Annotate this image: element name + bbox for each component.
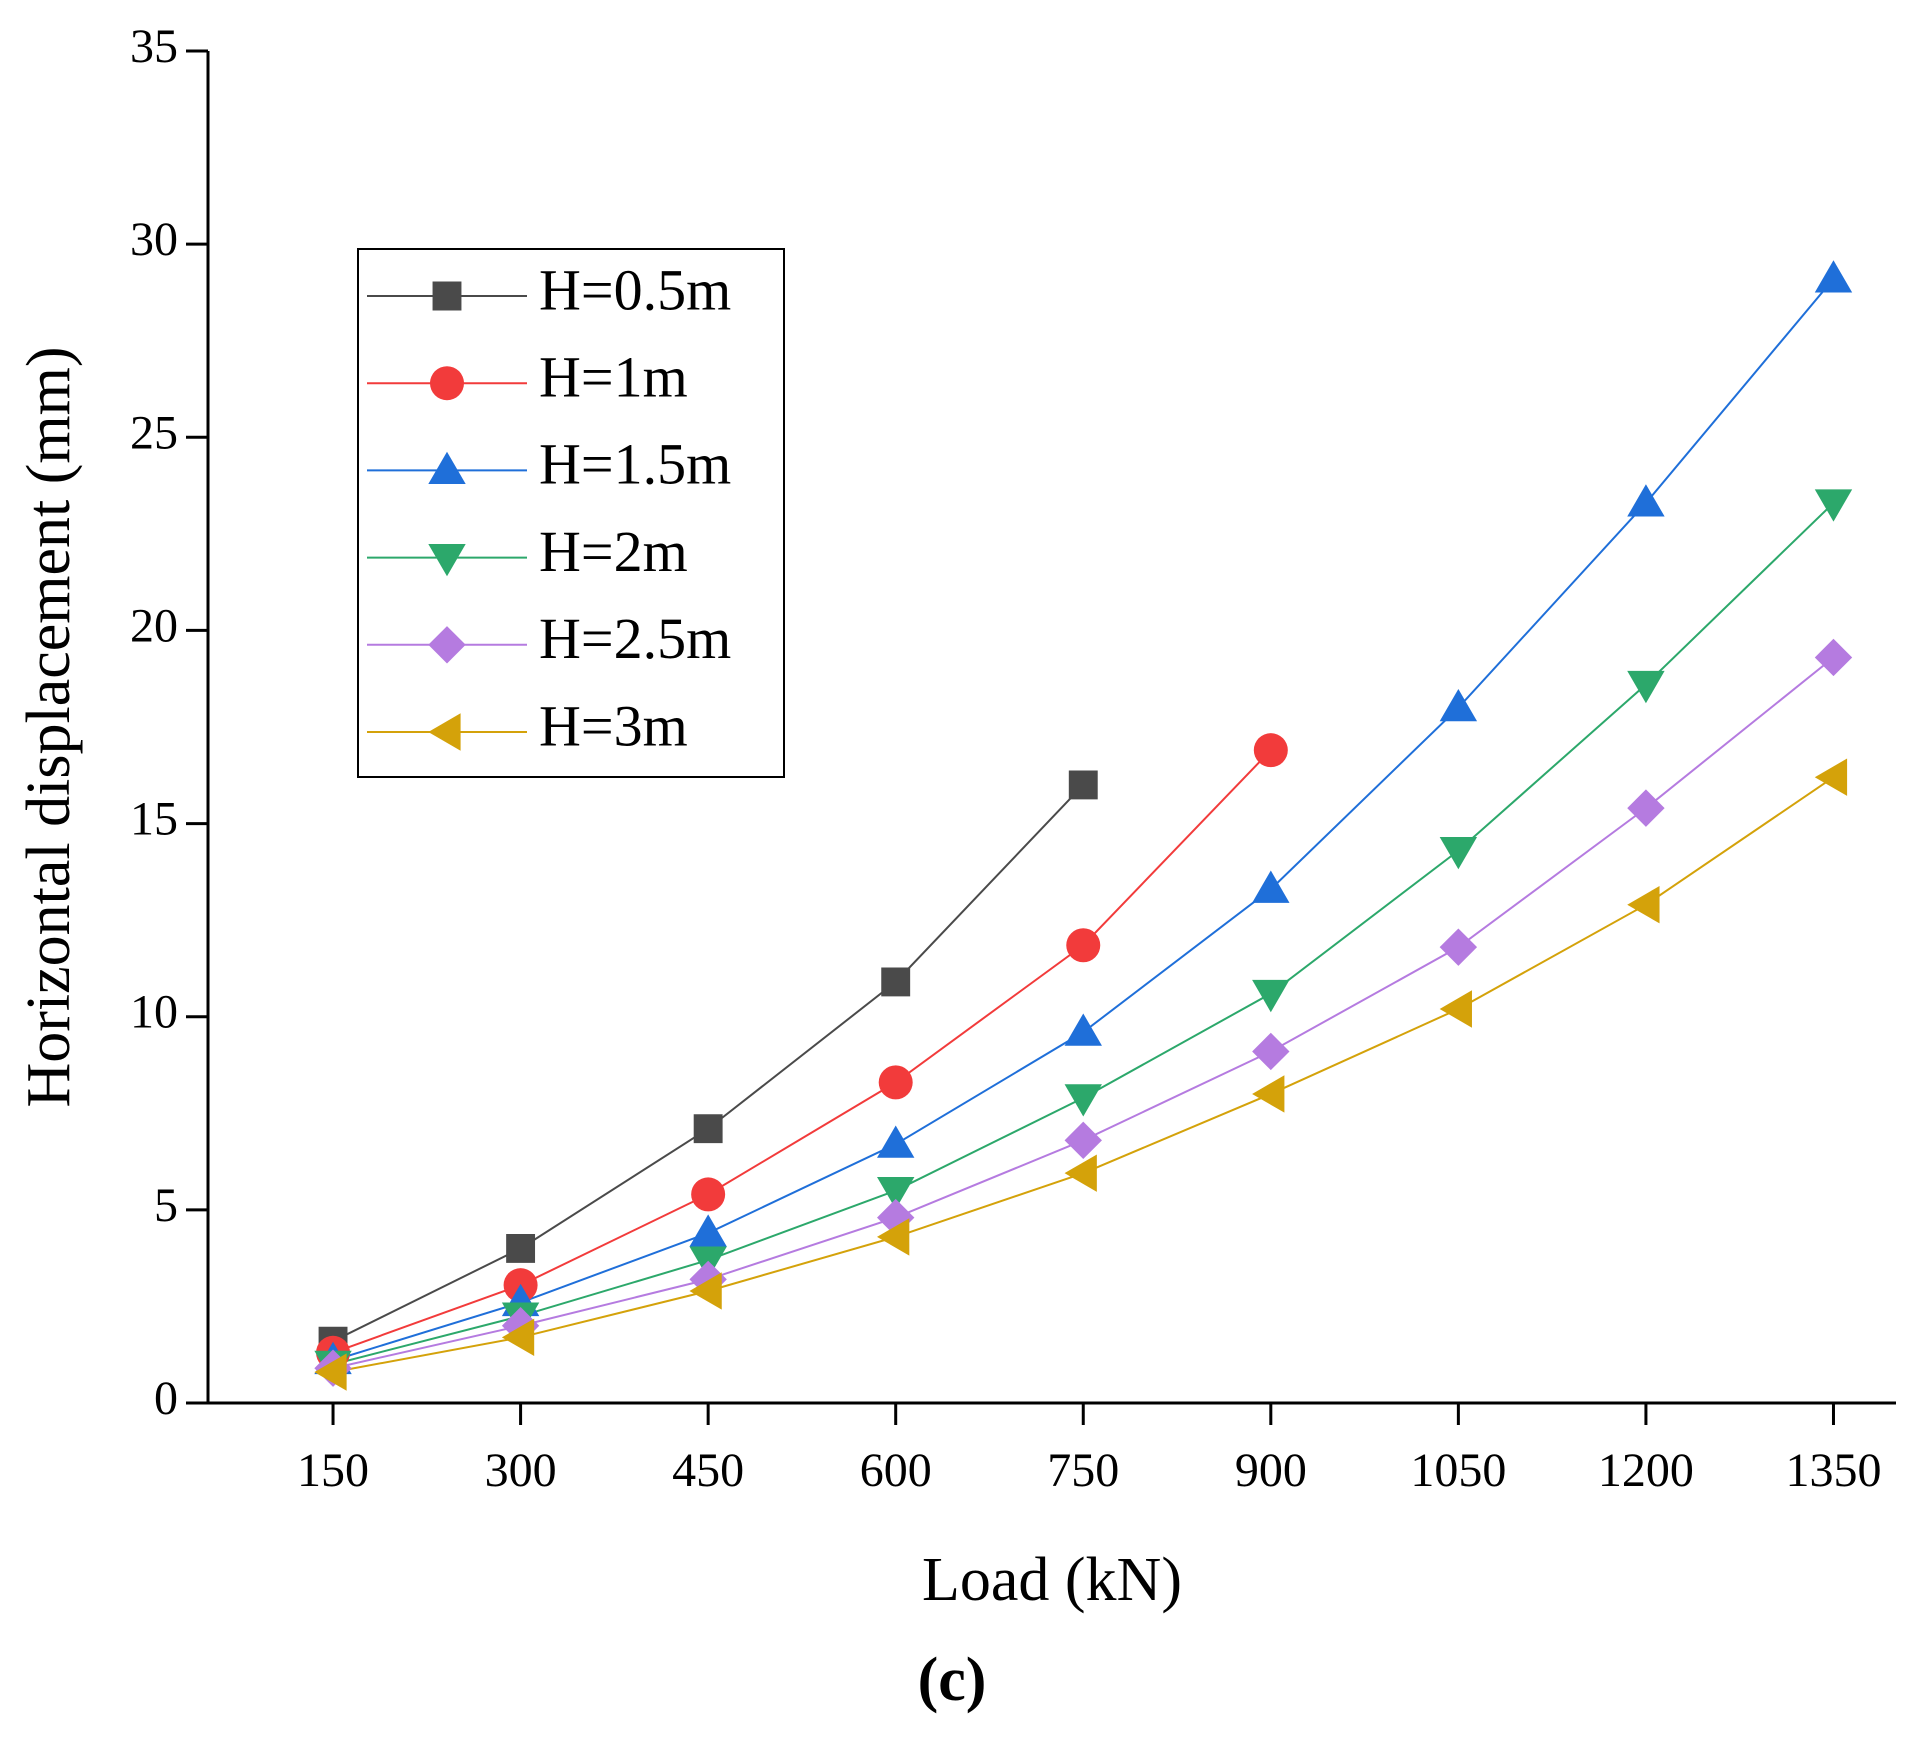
legend-label: H=0.5m bbox=[539, 257, 731, 322]
data-point bbox=[1439, 990, 1472, 1028]
x-tick-label: 1200 bbox=[1598, 1444, 1694, 1497]
data-point bbox=[1253, 733, 1288, 768]
data-point bbox=[877, 1125, 915, 1158]
x-axis-title: Load (kN) bbox=[922, 1546, 1182, 1614]
y-tick-label: 10 bbox=[130, 986, 178, 1039]
data-point bbox=[1064, 1121, 1102, 1160]
y-tick-label: 30 bbox=[130, 213, 178, 266]
y-tick-label: 15 bbox=[130, 793, 178, 846]
data-point bbox=[689, 1260, 727, 1299]
data-point bbox=[877, 1176, 915, 1210]
legend-label: H=2m bbox=[539, 519, 688, 584]
data-point bbox=[1064, 1013, 1102, 1046]
data-point bbox=[1064, 1154, 1097, 1192]
data-point bbox=[689, 1214, 727, 1247]
x-tick-label: 450 bbox=[672, 1444, 744, 1497]
series-line bbox=[332, 749, 1272, 1354]
data-point bbox=[1252, 979, 1290, 1013]
data-point bbox=[1814, 758, 1848, 796]
y-tick-label: 25 bbox=[130, 406, 178, 459]
legend-marker bbox=[428, 713, 461, 751]
data-point bbox=[314, 1353, 347, 1391]
data-point bbox=[1064, 1084, 1102, 1117]
legend-marker bbox=[428, 544, 466, 577]
data-point bbox=[1068, 770, 1098, 800]
data-point bbox=[1252, 1075, 1285, 1113]
y-tick-label: 20 bbox=[130, 599, 178, 652]
data-point bbox=[1066, 928, 1101, 963]
legend-label: H=1.5m bbox=[539, 432, 731, 497]
caption: (c) bbox=[918, 1646, 987, 1714]
x-tick-label: 1050 bbox=[1410, 1444, 1506, 1497]
y-tick-label: 5 bbox=[154, 1179, 178, 1232]
x-tick-label: 600 bbox=[860, 1444, 932, 1497]
data-point bbox=[881, 967, 911, 997]
data-point bbox=[506, 1234, 536, 1263]
data-point bbox=[691, 1177, 726, 1212]
legend-marker bbox=[428, 626, 466, 664]
legend-marker bbox=[428, 451, 466, 484]
y-tick-label: 35 bbox=[130, 20, 178, 73]
data-point bbox=[1439, 928, 1478, 966]
legend-label: H=2.5m bbox=[539, 606, 731, 671]
data-point bbox=[501, 1318, 535, 1357]
data-point bbox=[501, 1307, 540, 1345]
data-point bbox=[878, 1065, 913, 1100]
data-point bbox=[1627, 484, 1665, 517]
data-point bbox=[877, 1218, 910, 1256]
legend-marker bbox=[432, 281, 462, 311]
data-point bbox=[1814, 489, 1853, 522]
data-point bbox=[1814, 260, 1853, 293]
y-axis-title: Horizontal displacement (mm) bbox=[15, 347, 83, 1108]
data-point bbox=[1252, 1032, 1290, 1071]
data-point bbox=[689, 1272, 722, 1310]
data-point bbox=[1252, 870, 1290, 903]
legend-marker bbox=[430, 366, 464, 401]
legend-label: H=3m bbox=[539, 693, 688, 758]
data-point bbox=[693, 1114, 723, 1144]
series-line bbox=[332, 776, 1835, 1374]
legend-label: H=1m bbox=[539, 345, 688, 410]
legend-box bbox=[357, 248, 785, 778]
y-tick-label: 0 bbox=[154, 1372, 178, 1425]
x-tick-label: 1350 bbox=[1785, 1444, 1881, 1497]
data-point bbox=[1627, 670, 1665, 704]
data-point bbox=[1814, 638, 1853, 677]
x-tick-label: 150 bbox=[297, 1444, 369, 1497]
x-tick-label: 900 bbox=[1235, 1444, 1307, 1497]
x-tick-label: 750 bbox=[1047, 1444, 1119, 1497]
data-point bbox=[1439, 837, 1478, 870]
x-tick-label: 300 bbox=[485, 1444, 557, 1497]
data-point bbox=[1627, 789, 1665, 827]
data-point bbox=[1627, 885, 1660, 924]
data-point bbox=[877, 1198, 915, 1237]
data-point bbox=[1439, 688, 1478, 722]
